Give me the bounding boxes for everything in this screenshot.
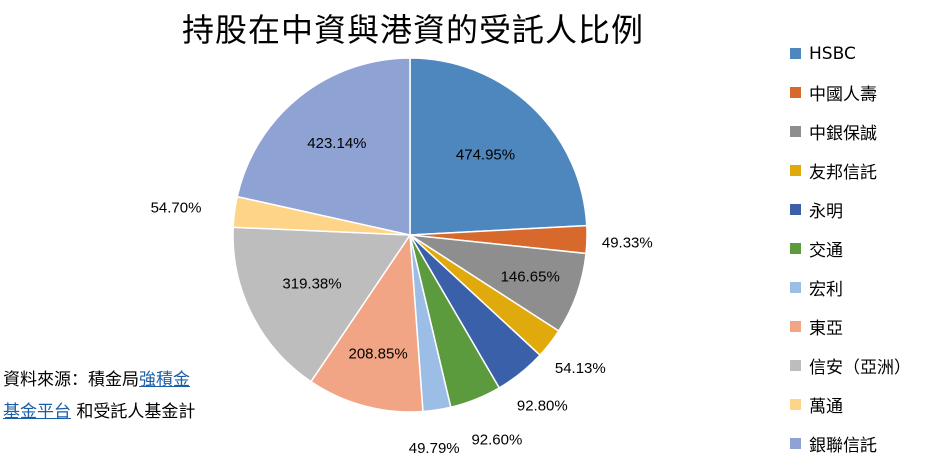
legend-label: 友邦信託 [809, 163, 877, 183]
chart-title: 持股在中資與港資的受託人比例 [181, 11, 644, 49]
legend-swatch [790, 360, 801, 371]
legend-label: 交通 [809, 241, 843, 261]
pie-slice [309, 232, 424, 413]
legend-label: 宏利 [809, 280, 843, 300]
legend-item: 友邦信託 [790, 151, 911, 190]
source-note: 資料來源：積金局強積金 基金平台 和受託人基金計 [3, 364, 195, 428]
legend-swatch [790, 321, 801, 332]
source-prefix: 資料來源：積金局 [3, 370, 139, 390]
legend-swatch [790, 399, 801, 410]
legend-swatch [790, 87, 801, 98]
legend-swatch [790, 438, 801, 449]
legend-item: 信安（亞洲） [790, 346, 911, 385]
pie-slice [236, 57, 411, 236]
legend-label: 銀聯信託 [809, 436, 877, 456]
slice-label: 474.95% [456, 146, 515, 163]
legend-swatch [790, 204, 801, 215]
slice-label: 92.80% [517, 397, 568, 414]
legend-item: 交通 [790, 229, 911, 268]
legend-item: 銀聯信託 [790, 424, 911, 463]
source-suffix: 和受託人基金計 [71, 402, 196, 422]
legend-label: 永明 [809, 202, 843, 222]
slice-label: 49.79% [409, 440, 460, 457]
legend-item: 東亞 [790, 307, 911, 346]
legend-label: 中國人壽 [809, 85, 877, 105]
slice-label: 319.38% [282, 275, 341, 292]
legend-swatch [790, 165, 801, 176]
pie-slice [409, 57, 588, 236]
slice-label: 54.70% [151, 200, 202, 217]
legend-swatch [790, 282, 801, 293]
legend-label: 萬通 [809, 397, 843, 417]
slice-label: 146.65% [501, 268, 560, 285]
legend-item: 中國人壽 [790, 73, 911, 112]
slice-label: 92.60% [471, 431, 522, 448]
slice-label: 423.14% [307, 135, 366, 152]
mpf-link[interactable]: 強積金 [139, 370, 190, 390]
legend-item: 萬通 [790, 385, 911, 424]
fund-platform-link[interactable]: 基金平台 [3, 402, 71, 422]
slice-labels: 474.95% 49.33% 146.65% 54.13% 92.80% 92.60% 49… [151, 135, 653, 457]
chart-legend: HSBC 中國人壽中銀保誠友邦信託永明交通宏利東亞信安（亞洲） 萬通銀聯信託 [790, 34, 911, 463]
slice-label: 208.85% [348, 346, 407, 363]
legend-label: 信安（亞洲） [809, 358, 911, 378]
slice-label: 49.33% [602, 234, 653, 251]
pie-slice [232, 226, 412, 383]
slice-label: 54.13% [555, 360, 606, 377]
legend-swatch [790, 48, 801, 59]
pie-slices [232, 57, 588, 413]
legend-item: 中銀保誠 [790, 112, 911, 151]
legend-label: HSBC [809, 43, 856, 64]
legend-label: 東亞 [809, 319, 843, 339]
legend-swatch [790, 126, 801, 137]
legend-item: 永明 [790, 190, 911, 229]
legend-item: 宏利 [790, 268, 911, 307]
legend-swatch [790, 243, 801, 254]
legend-item: HSBC [790, 34, 911, 73]
legend-label: 中銀保誠 [809, 124, 877, 144]
